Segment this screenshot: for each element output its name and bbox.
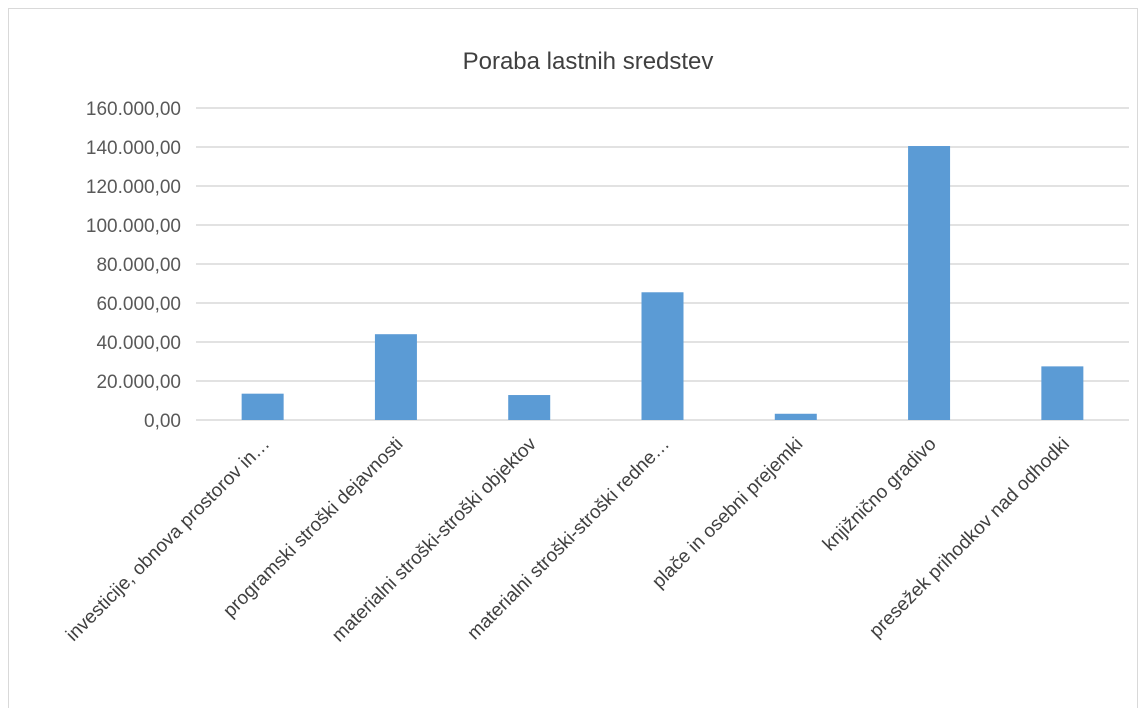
x-tick-label: plače in osebni prejemki	[648, 434, 807, 593]
y-tick-label: 160.000,00	[86, 99, 181, 120]
y-tick-label: 40.000,00	[96, 333, 181, 354]
bar	[1041, 366, 1084, 420]
y-tick-label: 140.000,00	[86, 138, 181, 159]
x-axis-tick-labels: investicije, obnova prostorov in…program…	[62, 433, 1074, 646]
bar	[374, 334, 417, 420]
x-tick-label: knjižnično gradivo	[819, 434, 941, 556]
x-tick-label: investicije, obnova prostorov in…	[62, 434, 274, 646]
bars	[241, 146, 1084, 420]
y-tick-label: 80.000,00	[96, 255, 181, 276]
y-tick-label: 100.000,00	[86, 216, 181, 237]
y-tick-label: 60.000,00	[96, 294, 181, 315]
bar	[641, 292, 684, 420]
bar-chart: Poraba lastnih sredstev 0,00 20.000,00 40.…	[62, 48, 1129, 646]
bar	[908, 146, 951, 420]
gridlines	[196, 107, 1129, 421]
y-tick-label: 0,00	[144, 411, 181, 432]
y-tick-label: 20.000,00	[96, 372, 181, 393]
y-axis-tick-labels: 0,00 20.000,00 40.000,00 60.000,00 80.000,00…	[86, 99, 181, 432]
bar	[774, 413, 817, 420]
chart-title: Poraba lastnih sredstev	[463, 48, 714, 75]
bar	[508, 395, 551, 420]
y-tick-label: 120.000,00	[86, 177, 181, 198]
bar	[241, 393, 284, 420]
chart-area: Poraba lastnih sredstev 0,00 20.000,00 40.…	[8, 8, 1138, 708]
